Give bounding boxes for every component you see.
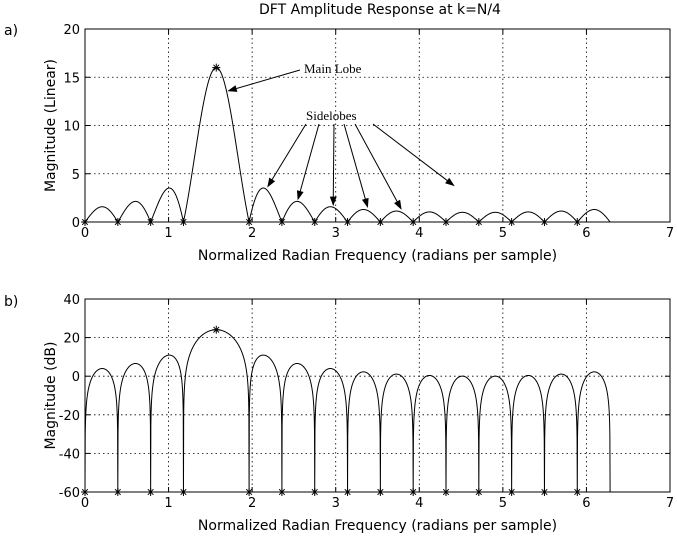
sample-marker [474, 488, 483, 496]
y-tick-label: 0 [72, 216, 80, 231]
sample-marker [245, 218, 254, 226]
grid-b [85, 299, 670, 492]
annotation-arrow [267, 123, 307, 188]
sample-marker [474, 218, 483, 226]
x-tick-label: 0 [81, 496, 89, 511]
x-tick-label: 1 [164, 226, 172, 241]
main-lobe-annotation: Main Lobe [304, 61, 362, 76]
y-tick-label: 20 [63, 332, 80, 347]
sample-marker [245, 488, 254, 496]
panel-a-linear-plot: 0 1 2 3 4 5 6 7 0 5 10 15 20 Normalized Radian Freque… [43, 23, 674, 264]
x-tick-label: 2 [248, 226, 256, 241]
sample-marker [442, 488, 451, 496]
y-tick-label: 40 [63, 293, 80, 308]
y-tick-label: -40 [59, 447, 80, 462]
sample-marker [376, 218, 385, 226]
sample-marker [573, 488, 582, 496]
sample-marker [179, 488, 188, 496]
x-tick-label: 2 [248, 496, 256, 511]
sample-marker [376, 488, 385, 496]
x-tick-label: 7 [666, 226, 674, 241]
x-tick-label: 5 [499, 226, 507, 241]
panel-b-db-plot: 0 1 2 3 4 5 6 7 -60 -40 -20 0 20 40 Normalized Radian … [43, 293, 674, 534]
sample-marker [409, 488, 418, 496]
annotation-arrow [372, 123, 455, 187]
x-axis-label: Normalized Radian Frequency (radians per… [198, 248, 557, 264]
y-tick-label: 5 [72, 168, 80, 183]
x-tick-label: 7 [666, 496, 674, 511]
y-tick-label: -20 [59, 409, 80, 424]
figure-title: DFT Amplitude Response at k=N/4 [259, 2, 501, 18]
sample-marker [310, 218, 319, 226]
x-tick-label: 4 [415, 496, 423, 511]
y-tick-label: -60 [59, 486, 80, 501]
sidelobes-annotation: Sidelobes [306, 108, 357, 123]
sample-marker [146, 218, 155, 226]
grid-a [85, 29, 670, 222]
sample-marker [277, 488, 286, 496]
sample-marker [343, 488, 352, 496]
y-tick-label: 15 [63, 71, 80, 86]
annotation-arrow [296, 123, 320, 201]
panel-label-a: a) [4, 23, 18, 39]
sample-marker [507, 218, 516, 226]
annotations: Main Lobe Sidelobes [227, 61, 455, 210]
y-tick-label: 10 [63, 120, 80, 135]
sample-marker [81, 488, 89, 496]
y-axis-label: Magnitude (dB) [43, 341, 59, 449]
panel-label-b: b) [4, 294, 18, 310]
sample-marker [540, 488, 549, 496]
sample-marker [442, 218, 451, 226]
x-axis-label: Normalized Radian Frequency (radians per… [198, 518, 557, 534]
annotation-arrow [343, 123, 369, 208]
y-axis-label: Magnitude (Linear) [43, 59, 59, 192]
sample-marker [113, 218, 122, 226]
annotation-arrow [227, 69, 301, 92]
sample-marker [343, 218, 352, 226]
sample-marker [310, 488, 319, 496]
x-tick-label: 4 [415, 226, 423, 241]
x-tick-label: 0 [81, 226, 89, 241]
x-tick-label: 6 [582, 226, 590, 241]
sample-marker [212, 63, 221, 72]
response-curve-a [84, 67, 611, 224]
x-tick-label: 3 [332, 496, 340, 511]
annotation-arrow [354, 123, 402, 210]
x-tick-label: 3 [332, 226, 340, 241]
sample-marker [146, 488, 155, 496]
sample-marker [81, 218, 89, 226]
sample-marker [573, 218, 582, 226]
response-curve-b [84, 329, 611, 493]
sample-marker [409, 218, 418, 226]
sample-marker [277, 218, 286, 226]
sample-marker [507, 488, 516, 496]
y-tick-label: 20 [63, 23, 80, 38]
annotation-arrow [329, 123, 337, 207]
sample-marker [179, 218, 188, 226]
sample-marker [212, 325, 221, 334]
sample-marker [540, 218, 549, 226]
sample-marker [113, 488, 122, 496]
y-tick-label: 0 [72, 370, 80, 385]
x-tick-label: 6 [582, 496, 590, 511]
x-tick-label: 5 [499, 496, 507, 511]
x-tick-label: 1 [164, 496, 172, 511]
